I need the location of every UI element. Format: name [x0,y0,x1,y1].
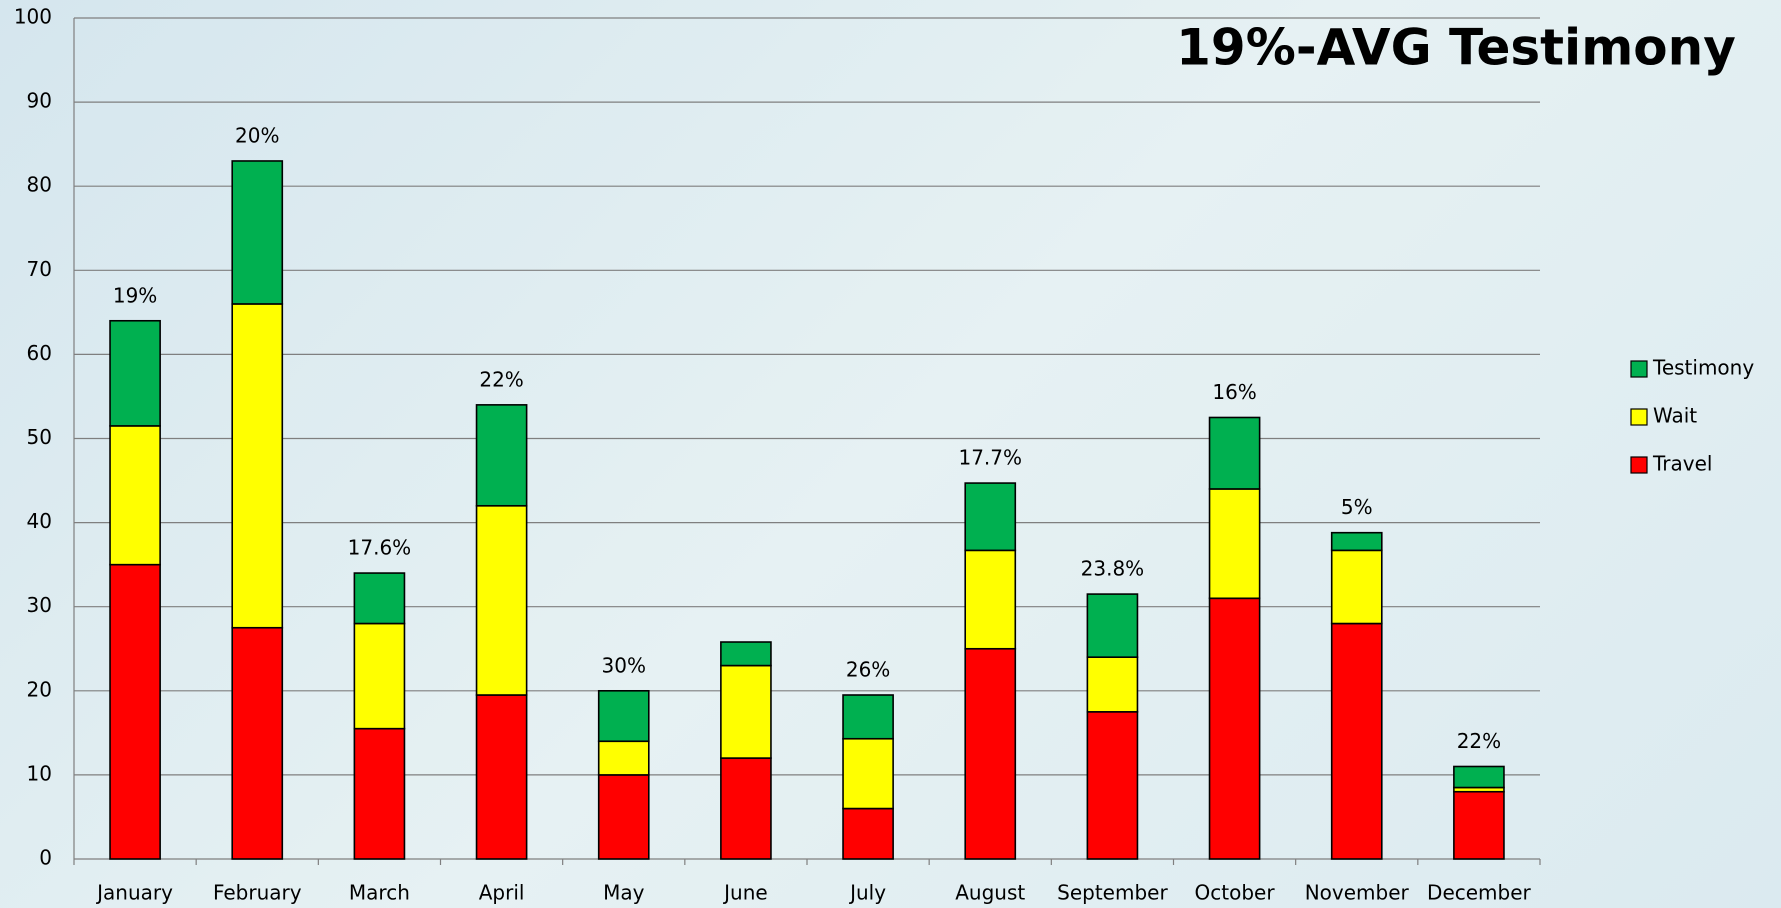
bar-segment [354,624,404,729]
bar-segment [965,483,1015,550]
bar-annotation: 17.6% [348,536,412,560]
y-tick-label: 100 [14,5,52,29]
y-tick-label: 0 [39,846,52,870]
bar-annotation: 26% [846,658,890,682]
bar-segment [354,729,404,859]
x-tick-label: August [955,881,1025,905]
x-tick-label: June [722,881,768,905]
legend-swatch [1631,457,1647,473]
bar-annotation: 22% [479,367,523,391]
bar-segment [965,649,1015,859]
bar-segment [843,809,893,859]
legend-label: Wait [1653,404,1697,428]
x-tick-label: February [213,881,302,905]
y-tick-label: 20 [27,677,52,701]
bar-segment [1210,417,1260,488]
bar-segment [843,739,893,809]
bar-annotation: 19% [113,283,157,307]
x-tick-label: March [349,881,410,905]
bar-segment [843,695,893,739]
chart: 19%-AVG Testimony 0 10 20 30 40 50 60 70 80 90 100… [0,0,1781,908]
bar-segment [965,550,1015,648]
x-tick-label: April [479,881,525,905]
x-tick-label: October [1195,881,1276,905]
chart-title: 19%-AVG Testimony [1176,19,1736,77]
bar-annotation: 20% [235,123,279,147]
bar-annotation: 23.8% [1081,557,1145,581]
y-tick-label: 90 [27,89,52,113]
bar-segment [110,321,160,426]
bar-segment [1087,712,1137,859]
bar-annotation: 22% [1457,729,1501,753]
bar-annotation: 5% [1341,495,1373,519]
bar-annotation: 17.7% [958,446,1022,470]
bar-segment [1087,657,1137,712]
bar-segment [477,506,527,695]
bar-segment [1332,550,1382,623]
bar-segment [599,691,649,741]
legend-label: Testimony [1652,356,1754,380]
y-tick-label: 10 [27,761,52,785]
y-tick-label: 50 [27,425,52,449]
bar-segment [1210,489,1260,598]
bar-segment [477,695,527,859]
x-tick-label: November [1305,881,1410,905]
x-tick-label: September [1057,881,1168,905]
y-tick-label: 30 [27,593,52,617]
legend-label: Travel [1652,452,1712,476]
bar-segment [1332,624,1382,859]
legend-swatch [1631,361,1647,377]
x-tick-label: January [95,881,173,905]
bar-segment [1454,766,1504,787]
bar-segment [721,666,771,759]
bar-annotation: 30% [602,653,646,677]
bar-segment [1087,594,1137,657]
y-tick-label: 40 [27,509,52,533]
y-tick-label: 70 [27,257,52,281]
bar-segment [232,304,282,628]
bar-segment [1332,533,1382,551]
bar-segment [599,775,649,859]
x-tick-label: July [848,881,886,905]
bar-segment [721,758,771,859]
bar-segment [477,405,527,506]
y-tick-label: 60 [27,341,52,365]
bar-segment [232,161,282,304]
x-tick-label: December [1427,881,1531,905]
bar-segment [1454,792,1504,859]
bar-segment [1210,598,1260,859]
bar-segment [110,565,160,859]
legend-swatch [1631,409,1647,425]
y-tick-label: 80 [27,173,52,197]
bar-annotation: 16% [1212,380,1256,404]
x-tick-label: May [603,881,645,905]
bar-segment [354,573,404,623]
bar-segment [110,426,160,565]
bar-segment [721,642,771,666]
bar-segment [599,741,649,775]
bar-segment [232,628,282,859]
